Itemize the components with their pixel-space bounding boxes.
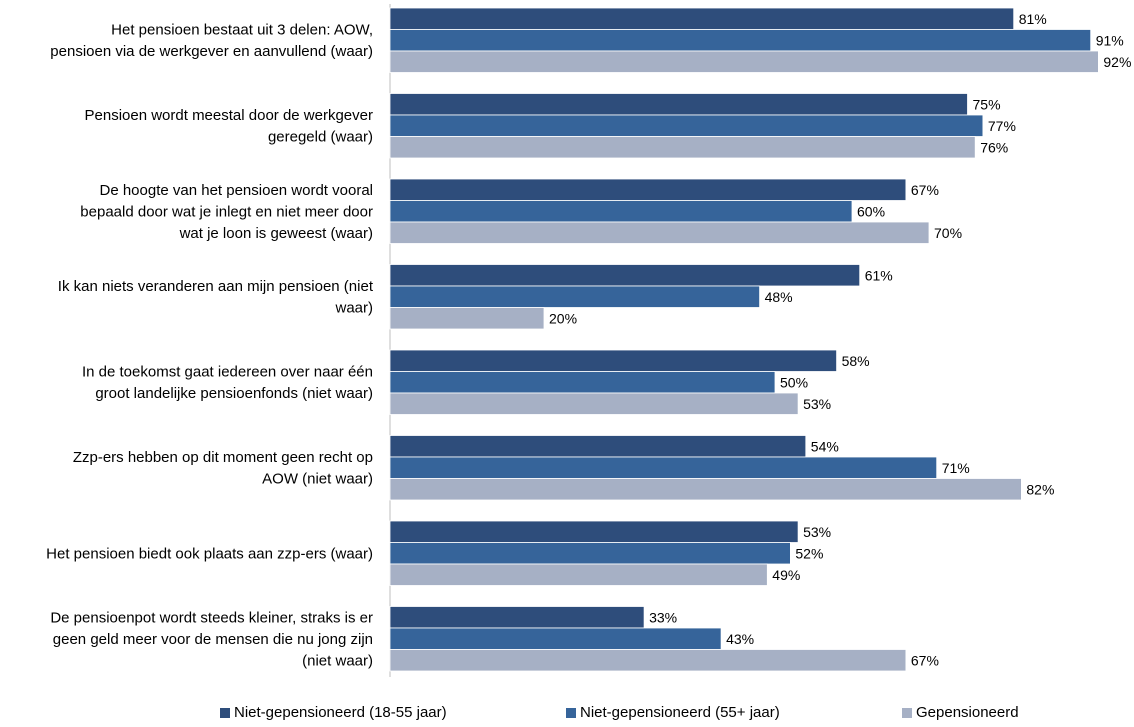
bar-series-3	[389, 649, 907, 672]
legend-swatch-series-2	[566, 707, 576, 718]
bar-series-3	[389, 478, 1022, 501]
legend-item-series-2: Niet-gepensioneerd (55+ jaar)	[566, 704, 780, 721]
category-label: De hoogte van het pensioen wordt vooral b…	[80, 182, 373, 242]
bar-series-1	[389, 520, 799, 543]
category-label: Pensioen wordt meestal door de werkgever…	[85, 107, 374, 146]
data-label: 81%	[1019, 11, 1047, 27]
data-label: 60%	[857, 203, 885, 219]
bar-series-3	[389, 392, 799, 415]
category-label: In de toekomst gaat iedereen over naar é…	[82, 364, 373, 403]
data-label: 33%	[649, 609, 677, 625]
legend-item-series-1: Niet-gepensioneerd (18-55 jaar)	[220, 704, 447, 721]
data-label: 82%	[1026, 481, 1054, 497]
data-label: 75%	[973, 96, 1001, 112]
bar-series-1	[389, 606, 645, 629]
data-label: 71%	[942, 460, 970, 476]
data-label: 53%	[803, 524, 831, 540]
legend-item-series-3: Gepensioneerd	[902, 704, 1019, 721]
legend: Niet-gepensioneerd (18-55 jaar) Niet-gep…	[0, 704, 1134, 726]
bar-series-2	[389, 456, 938, 479]
category-label: Ik kan niets veranderen aan mijn pensioe…	[58, 278, 374, 317]
data-label: 61%	[865, 267, 893, 283]
bar-series-2	[389, 200, 853, 223]
category-label: Het pensioen bestaat uit 3 delen: AOW, pe…	[50, 22, 373, 61]
bar-chart: Het pensioen bestaat uit 3 delen: AOW, pe…	[46, 4, 1131, 677]
category-label: Het pensioen biedt ook plaats aan zzp-er…	[46, 545, 373, 562]
legend-swatch-series-1	[220, 707, 230, 718]
category-label: De pensioenpot wordt steeds kleiner, str…	[50, 609, 373, 669]
data-label: 49%	[772, 567, 800, 583]
data-label: 54%	[811, 438, 839, 454]
data-label: 50%	[780, 374, 808, 390]
bar-series-2	[389, 285, 761, 308]
bar-series-1	[389, 93, 968, 116]
data-label: 67%	[911, 652, 939, 668]
data-label: 43%	[726, 631, 754, 647]
data-label: 20%	[549, 310, 577, 326]
bar-series-2	[389, 29, 1092, 52]
data-label: 77%	[988, 118, 1016, 134]
bar-series-2	[389, 371, 776, 394]
data-label: 67%	[911, 182, 939, 198]
bar-series-3	[389, 50, 1099, 73]
legend-label-series-2: Niet-gepensioneerd (55+ jaar)	[580, 704, 780, 721]
bar-series-2	[389, 542, 791, 565]
data-label: 92%	[1103, 54, 1131, 70]
bar-series-3	[389, 221, 930, 244]
legend-swatch-series-3	[902, 707, 912, 718]
bar-series-1	[389, 435, 807, 458]
data-label: 48%	[765, 289, 793, 305]
legend-label-series-3: Gepensioneerd	[916, 704, 1019, 721]
data-label: 70%	[934, 225, 962, 241]
data-label: 91%	[1096, 32, 1124, 48]
category-label: Zzp-ers hebben op dit moment geen recht …	[73, 449, 373, 488]
bar-series-1	[389, 349, 838, 372]
bar-series-3	[389, 563, 768, 586]
legend-label-series-1: Niet-gepensioneerd (18-55 jaar)	[234, 704, 447, 721]
bar-series-1	[389, 7, 1015, 30]
bar-series-2	[389, 114, 984, 137]
data-label: 53%	[803, 396, 831, 412]
bar-series-1	[389, 264, 861, 287]
bar-series-2	[389, 627, 722, 650]
bar-series-3	[389, 307, 545, 330]
data-label: 58%	[842, 353, 870, 369]
data-label: 52%	[795, 545, 823, 561]
bar-series-3	[389, 136, 976, 159]
bar-series-1	[389, 178, 907, 201]
data-label: 76%	[980, 139, 1008, 155]
